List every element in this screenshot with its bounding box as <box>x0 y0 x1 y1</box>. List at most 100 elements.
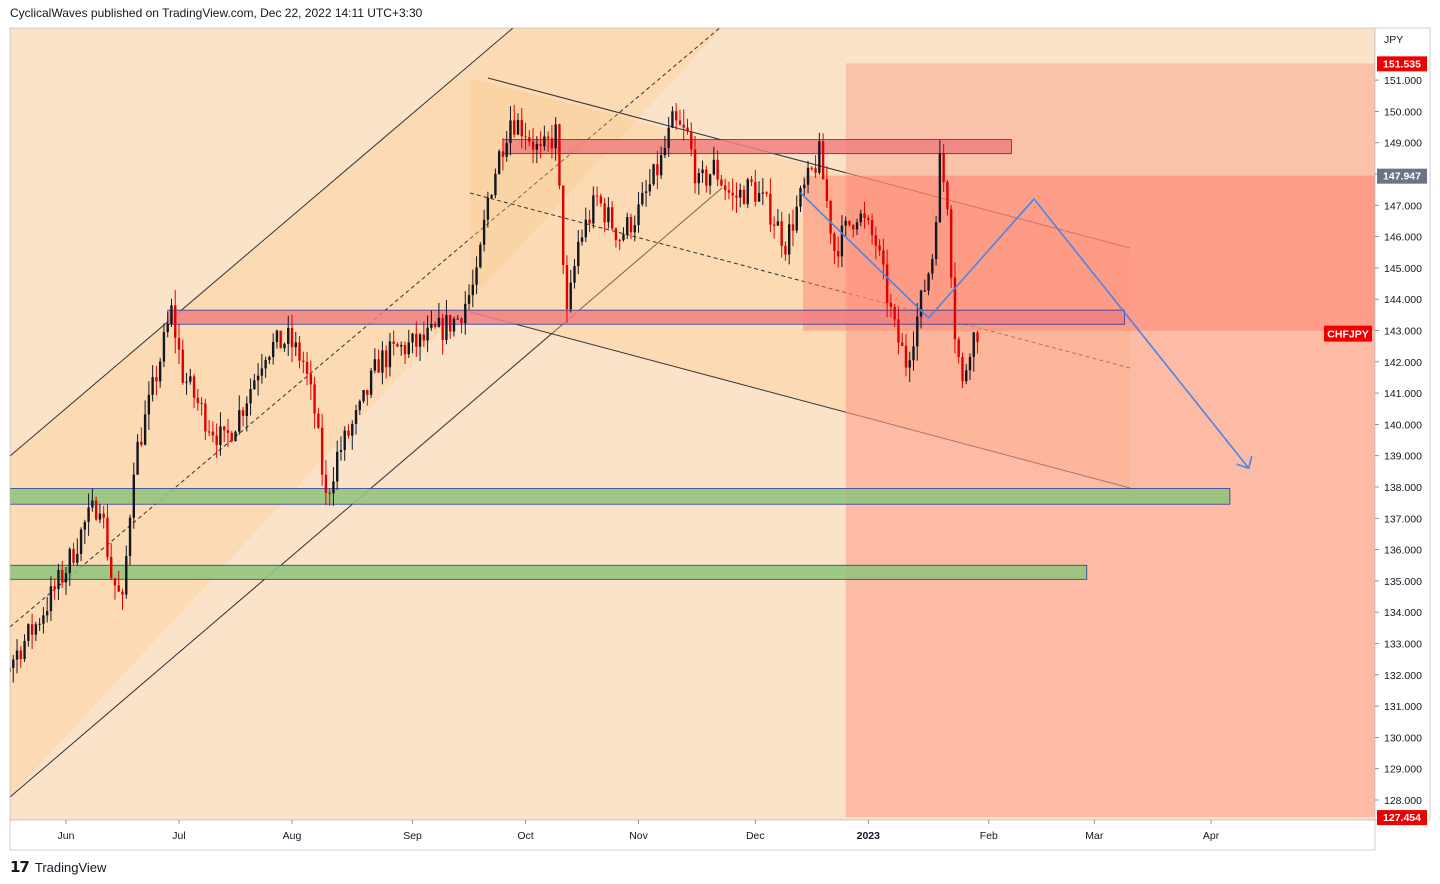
candle-body <box>369 370 373 395</box>
candle-body <box>776 221 780 226</box>
candle-body <box>68 548 71 574</box>
candle-body <box>392 341 395 344</box>
candle-body <box>445 315 448 340</box>
candle-body <box>275 330 279 343</box>
candle-body <box>362 390 365 402</box>
candle-body <box>426 327 429 341</box>
candle-body <box>610 207 614 229</box>
candle-body <box>351 423 354 436</box>
candle-body <box>388 341 392 368</box>
candle-body <box>859 213 862 223</box>
candle-body <box>373 359 377 371</box>
candle-body <box>757 193 761 202</box>
candle-body <box>158 361 162 382</box>
candle-body <box>249 389 252 404</box>
candle-body <box>354 410 358 424</box>
candle-body <box>641 192 644 205</box>
zone-resistance-lower <box>167 309 1125 325</box>
rising-channel-midline <box>10 28 721 628</box>
y-tick-label: 129.000 <box>1384 764 1422 776</box>
candle-body <box>155 377 158 382</box>
candle-body <box>207 431 211 433</box>
candle-body <box>791 224 795 231</box>
candle-body <box>580 237 584 242</box>
candle-body <box>497 151 501 174</box>
candle-body <box>219 426 222 446</box>
candle-body <box>885 264 889 303</box>
candle-body <box>264 359 267 369</box>
x-tick-label: Dec <box>746 830 765 842</box>
candle-body <box>113 578 117 586</box>
candle-body <box>12 659 15 668</box>
candle-body <box>908 360 911 368</box>
candle-body <box>384 350 388 368</box>
y-tick-label: 139.000 <box>1384 451 1422 463</box>
candle-body <box>946 181 949 210</box>
candle-body <box>731 192 734 196</box>
candle-body <box>659 155 663 176</box>
candle-body <box>411 333 414 343</box>
candle-body <box>708 174 712 186</box>
candle-body <box>520 119 523 137</box>
candle-body <box>253 380 256 390</box>
candle-body <box>942 152 945 182</box>
candle-body <box>531 141 535 150</box>
candle-body <box>403 345 407 355</box>
candle-body <box>479 244 482 268</box>
price-tag <box>1377 168 1427 184</box>
candle-body <box>177 337 181 350</box>
candle-body <box>366 390 369 395</box>
candle-body <box>667 127 670 148</box>
candle-body <box>34 624 38 635</box>
candle-body <box>648 184 652 192</box>
candle-body <box>181 349 184 383</box>
tradingview-logo-text: TradingView <box>34 859 107 875</box>
candle-body <box>494 173 497 196</box>
tradingview-logo[interactable]: 17 TradingView <box>10 858 106 876</box>
candle-body <box>562 185 565 266</box>
candle-body <box>317 413 320 428</box>
candle-body <box>874 235 878 246</box>
price-tag <box>1377 56 1427 72</box>
candle-body <box>53 586 56 590</box>
candle-body <box>889 302 893 307</box>
candle-body <box>5 672 7 674</box>
candle-body <box>433 324 437 327</box>
candle-body <box>486 197 490 220</box>
candle-body <box>716 159 719 180</box>
y-tick-label: 143.000 <box>1384 326 1422 338</box>
y-tick-label: 149.000 <box>1384 138 1422 150</box>
candle-body <box>117 585 120 592</box>
y-tick-label: 150.000 <box>1384 106 1422 118</box>
candle-body <box>475 267 478 285</box>
candle-body <box>603 203 606 223</box>
tradingview-logo-icon: 17 <box>10 858 30 876</box>
candle-body <box>125 556 128 595</box>
candle-body <box>833 233 836 251</box>
candle-body <box>174 305 177 338</box>
stop-zone <box>845 63 1375 176</box>
candle-body <box>290 327 294 348</box>
candle-body <box>840 225 844 257</box>
candle-body <box>279 330 282 349</box>
forecast-path <box>799 192 1250 469</box>
candle-body <box>343 430 346 451</box>
candle-body <box>772 224 776 226</box>
candle-body <box>663 147 667 156</box>
candle-body <box>200 402 203 404</box>
candle-body <box>765 192 768 194</box>
candle-body <box>829 200 832 234</box>
candle-body <box>573 266 576 283</box>
candle-body <box>795 206 798 231</box>
candle-body <box>919 290 923 317</box>
candle-body <box>577 241 580 267</box>
candle-body <box>584 219 587 238</box>
candle-body <box>629 216 633 233</box>
candle-body <box>143 414 147 445</box>
y-tick-label: 128.000 <box>1384 795 1422 807</box>
candle-body <box>23 640 26 660</box>
candle-body <box>618 240 621 242</box>
zone-resistance-upper <box>502 139 1012 155</box>
candle-body <box>957 339 960 358</box>
